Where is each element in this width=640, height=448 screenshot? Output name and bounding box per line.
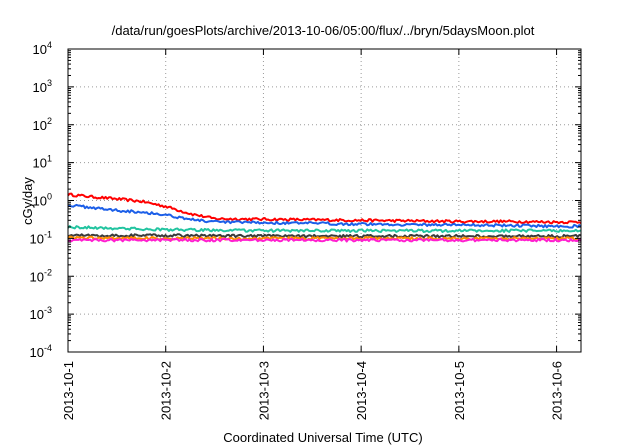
series-line-6 (67, 237, 582, 243)
chart-title: /data/run/goesPlots/archive/2013-10-06/0… (112, 23, 535, 38)
series-lines (67, 192, 582, 243)
y-tick-exponent: -4 (44, 343, 52, 353)
series-line-1 (67, 192, 582, 225)
y-tick-label: 10-3 (30, 305, 52, 322)
y-tick-label: 10-2 (30, 267, 52, 284)
y-tick-exponent: -2 (44, 267, 52, 277)
x-tick-label: 2013-10-3 (256, 361, 271, 420)
x-tick-label: 2013-10-2 (159, 361, 174, 420)
x-tick-label: 2013-10-5 (452, 361, 467, 420)
y-tick-label: 10-1 (30, 229, 52, 246)
x-axis-label: Coordinated Universal Time (UTC) (223, 430, 422, 445)
y-tick-label: 103 (33, 78, 52, 95)
y-tick-exponent: 2 (47, 116, 52, 126)
y-tick-exponent: 0 (47, 192, 52, 202)
y-tick-exponent: 1 (47, 154, 52, 164)
y-tick-label: 101 (33, 154, 52, 171)
y-tick-exponent: -3 (44, 305, 52, 315)
series-line-2 (67, 203, 582, 229)
y-tick-label: 102 (33, 116, 52, 133)
y-axis-label: cGy/day (20, 177, 35, 225)
x-tick-label: 2013-10-6 (550, 361, 565, 420)
x-tick-label: 2013-10-1 (61, 361, 76, 420)
y-tick-label: 100 (33, 192, 52, 209)
grid-lines (68, 49, 581, 352)
y-tick-exponent: -1 (44, 229, 52, 239)
y-tick-label: 104 (33, 40, 52, 57)
series-line-5 (67, 235, 582, 241)
y-tick-exponent: 3 (47, 78, 52, 88)
y-tick-exponent: 4 (47, 40, 52, 50)
x-tick-label: 2013-10-4 (354, 361, 369, 420)
y-tick-label: 10-4 (30, 343, 52, 360)
series-line-3 (67, 225, 582, 233)
